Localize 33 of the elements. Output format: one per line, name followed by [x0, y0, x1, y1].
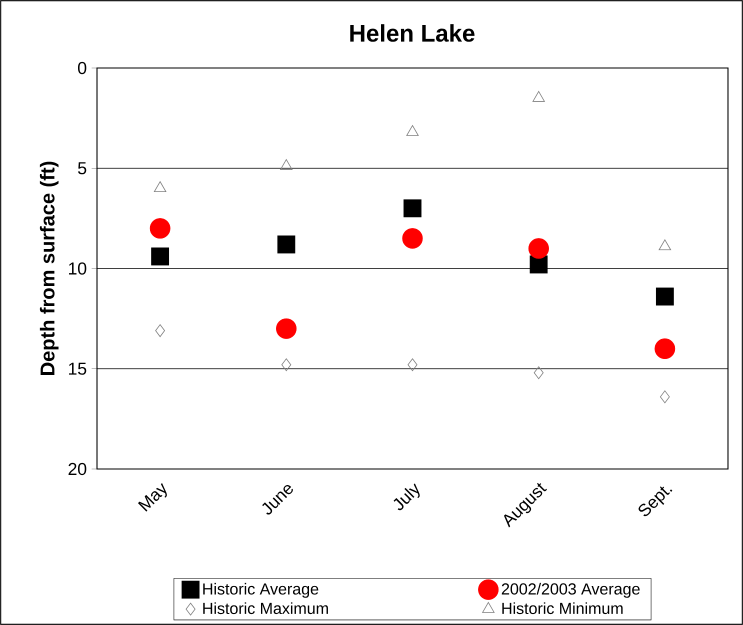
- point: [281, 358, 292, 372]
- y-axis-title: Depth from surface (ft): [40, 162, 59, 375]
- point: [151, 248, 170, 266]
- point: [654, 338, 676, 359]
- y-tick-label: 15: [69, 362, 86, 375]
- x-tick-label: July: [394, 483, 420, 510]
- point: [406, 125, 419, 136]
- point: [656, 288, 674, 306]
- y-tick-label: 20: [68, 462, 86, 476]
- point: [660, 390, 670, 404]
- point: [534, 366, 544, 380]
- legend-label: 2002/2003 Average: [502, 582, 640, 598]
- legend-label: Historic Maximum: [203, 602, 328, 614]
- y-tick-label: 0: [78, 62, 86, 74]
- point: [532, 91, 545, 102]
- legend-label: Historic Average: [203, 582, 318, 598]
- y-tick-label: 5: [78, 162, 86, 174]
- point: [658, 239, 672, 250]
- point: [530, 256, 548, 274]
- y-tick-label: 10: [69, 262, 86, 275]
- point: [402, 228, 423, 249]
- point: [276, 318, 297, 339]
- point: [404, 199, 422, 218]
- point: [154, 181, 166, 192]
- point: [277, 236, 296, 254]
- point: [155, 324, 166, 338]
- x-tick-label: May: [138, 482, 167, 512]
- chart-title: Helen Lake: [350, 24, 475, 42]
- point: [528, 238, 549, 259]
- point: [280, 159, 292, 170]
- point: [150, 218, 170, 239]
- legend-label: Historic Minimum: [502, 602, 623, 614]
- point: [408, 358, 418, 372]
